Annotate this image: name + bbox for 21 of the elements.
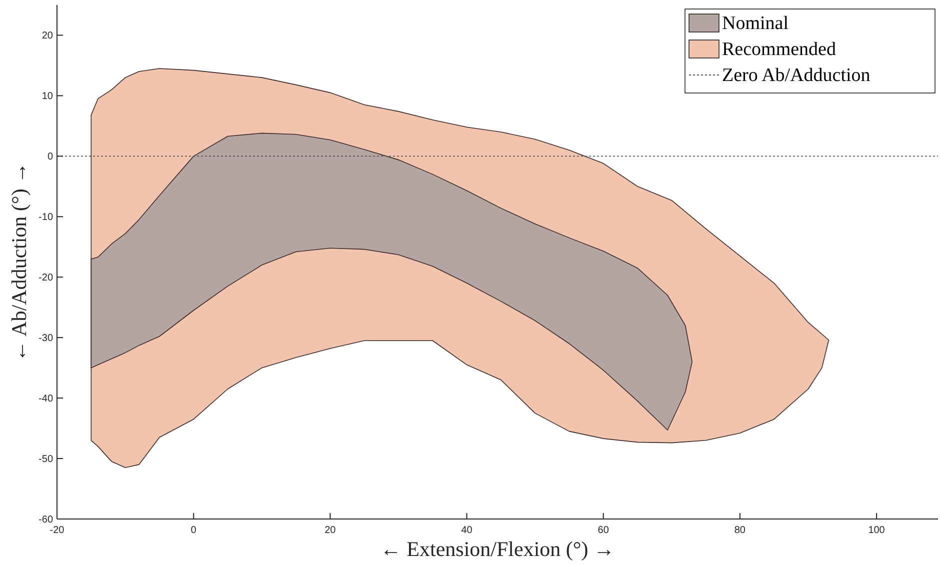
x-tick-label: 60	[598, 525, 610, 536]
x-tick-label: 40	[461, 525, 473, 536]
y-tick-label: -50	[38, 454, 54, 466]
x-tick-label: -20	[50, 525, 65, 536]
y-tick-label: -60	[38, 514, 54, 526]
y-tick-label: -10	[38, 212, 54, 224]
x-tick-label: 20	[324, 525, 336, 536]
x-tick-label: 100	[868, 525, 886, 536]
x-axis-title: ← Extension/Flexion (°) →	[380, 537, 615, 561]
y-axis-title: ← Ab/Adduction (°) →	[7, 162, 31, 362]
y-tick-label: -40	[38, 394, 54, 405]
y-tick-label: 20	[42, 30, 54, 42]
y-tick-label: -30	[38, 333, 54, 344]
y-tick-label: 10	[42, 91, 54, 102]
legend-label: Nominal	[722, 13, 788, 34]
y-tick-label: -20	[38, 272, 54, 284]
legend-label: Zero Ab/Adduction	[722, 65, 871, 86]
legend-label: Recommended	[722, 39, 836, 60]
x-tick-label: 80	[734, 525, 746, 536]
y-tick-label: 0	[47, 152, 54, 163]
x-tick-label: 0	[190, 525, 197, 536]
